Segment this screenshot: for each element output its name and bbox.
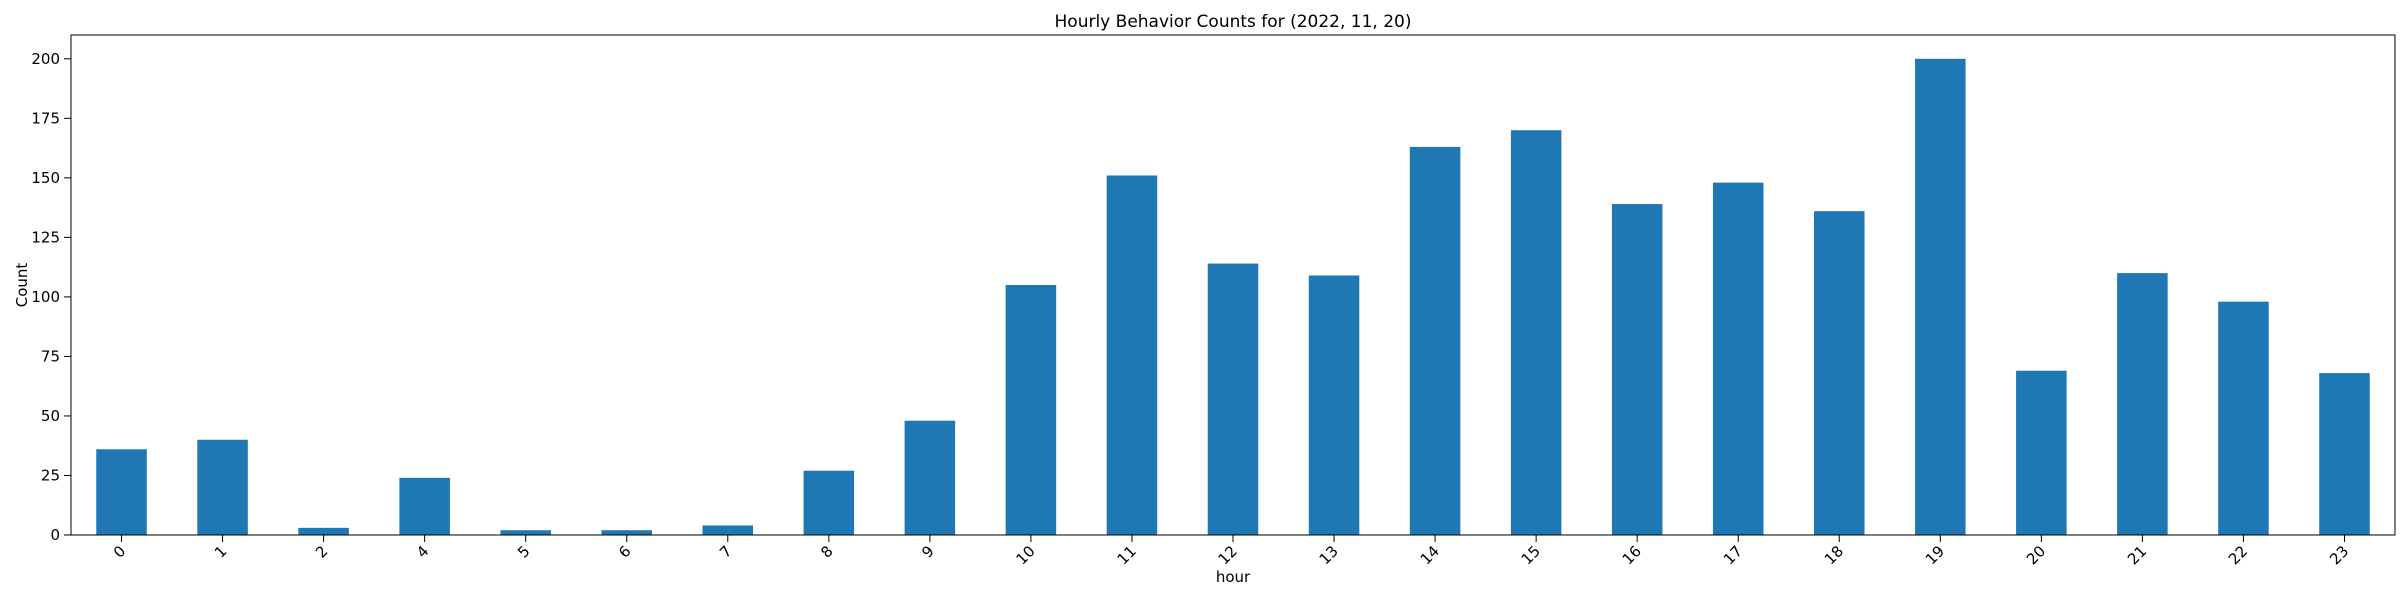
bar-hour-19 bbox=[1915, 58, 1966, 536]
x-tick-label: 11 bbox=[1114, 542, 1140, 568]
x-tick-label: 5 bbox=[514, 542, 533, 561]
bar-hour-5 bbox=[500, 530, 551, 535]
x-axis-label: hour bbox=[1216, 568, 1251, 586]
bar-hour-2 bbox=[298, 527, 349, 535]
y-tick-label: 75 bbox=[41, 347, 60, 365]
bar-hour-8 bbox=[803, 470, 855, 535]
x-tick-label: 2 bbox=[312, 542, 331, 561]
x-tick-label: 13 bbox=[1316, 542, 1342, 568]
y-tick-label: 150 bbox=[31, 169, 60, 187]
bar-hour-16 bbox=[1611, 204, 1663, 536]
y-tick-label: 125 bbox=[31, 228, 60, 246]
bar-hour-18 bbox=[1814, 211, 1865, 535]
x-tick-label: 7 bbox=[716, 542, 735, 561]
bar-hour-4 bbox=[399, 477, 450, 535]
x-tick-label: 20 bbox=[2023, 542, 2049, 568]
bar-hour-14 bbox=[1409, 146, 1461, 535]
bar-hour-12 bbox=[1207, 263, 1259, 535]
x-tick-label: 17 bbox=[1720, 542, 1746, 568]
bar-hour-17 bbox=[1712, 182, 1764, 535]
x-tick-label: 12 bbox=[1215, 542, 1241, 568]
y-tick-label: 0 bbox=[50, 526, 60, 544]
bar-hour-20 bbox=[2016, 370, 2067, 535]
y-tick-label: 25 bbox=[41, 466, 60, 484]
bar-hour-1 bbox=[197, 439, 248, 535]
x-tick-label: 0 bbox=[110, 542, 129, 561]
x-tick-label: 21 bbox=[2124, 542, 2150, 568]
bar-hour-11 bbox=[1106, 175, 1158, 535]
bar-hour-6 bbox=[601, 530, 652, 535]
y-tick-label: 100 bbox=[31, 288, 60, 306]
x-tick-label: 18 bbox=[1821, 542, 1847, 568]
bar-hour-7 bbox=[702, 525, 754, 535]
x-tick-label: 9 bbox=[918, 542, 937, 561]
x-tick-label: 14 bbox=[1417, 542, 1443, 568]
y-axis-ticks: 0 25 50 75 100 125 150 175 200 bbox=[31, 50, 71, 544]
bar-hour-21 bbox=[2117, 273, 2168, 535]
x-tick-label: 1 bbox=[211, 542, 230, 561]
x-tick-label: 6 bbox=[615, 542, 634, 561]
y-tick-label: 200 bbox=[31, 50, 60, 68]
bar-hour-23 bbox=[2319, 373, 2370, 535]
y-tick-label: 175 bbox=[31, 109, 60, 127]
bar-hour-9 bbox=[904, 420, 956, 535]
x-tick-label: 15 bbox=[1518, 542, 1544, 568]
plot-frame bbox=[70, 34, 2396, 536]
x-tick-label: 16 bbox=[1619, 542, 1645, 568]
x-tick-label: 10 bbox=[1013, 542, 1039, 568]
y-tick-label: 50 bbox=[41, 407, 60, 425]
x-tick-label: 8 bbox=[817, 542, 836, 561]
bar-hour-22 bbox=[2218, 301, 2269, 535]
x-tick-label: 4 bbox=[413, 542, 432, 561]
chart-title: Hourly Behavior Counts for (2022, 11, 20… bbox=[1055, 12, 1412, 32]
bar-hour-13 bbox=[1308, 275, 1360, 535]
x-axis-ticks: 0 1 2 4 5 6 7 8 9 10 11 12 13 14 15 16 17 18 19 20 21 22 23 bbox=[110, 535, 2352, 568]
bar-hour-10 bbox=[1005, 285, 1057, 535]
x-tick-label: 23 bbox=[2326, 542, 2352, 568]
bar-hour-0 bbox=[96, 449, 147, 535]
y-axis-label: Count bbox=[13, 263, 31, 308]
bar-hour-15 bbox=[1510, 130, 1562, 535]
x-tick-label: 19 bbox=[1922, 542, 1948, 568]
bars bbox=[96, 58, 2370, 536]
x-tick-label: 22 bbox=[2225, 542, 2251, 568]
